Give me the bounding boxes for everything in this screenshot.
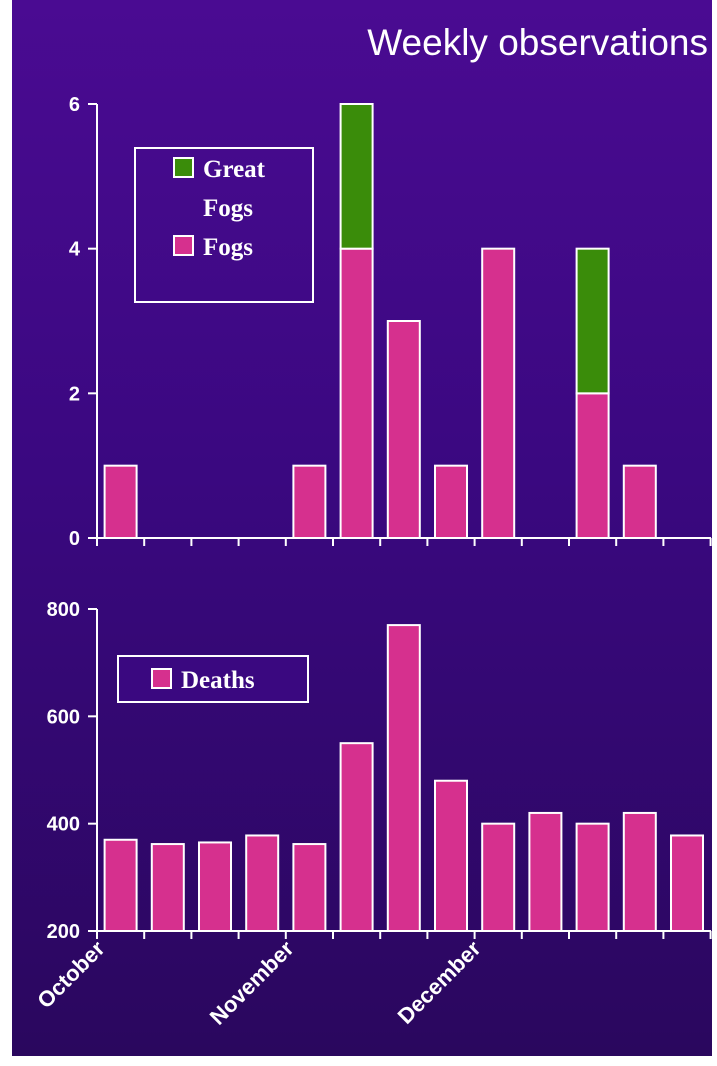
bottom-y-tick-label: 800: [47, 599, 80, 621]
top-y-tick-label: 4: [69, 239, 81, 261]
top-bar-fogs: [103, 464, 138, 539]
legend-swatch-great-fogs: [173, 157, 194, 178]
top-bar-fogs: [292, 464, 327, 539]
x-label-december: December: [393, 936, 486, 1029]
bottom-y-tick-label: 400: [47, 814, 80, 836]
legend-label-fogs: Fogs: [203, 234, 253, 261]
top-y-tick-label: 6: [69, 94, 80, 116]
bottom-bar-deaths: [575, 822, 610, 933]
bottom-bar-deaths: [245, 834, 280, 932]
bottom-bar-deaths: [198, 841, 232, 933]
x-label-november: November: [205, 936, 299, 1030]
top-bar-fogs: [339, 247, 374, 540]
top-bar-fogs: [481, 247, 516, 540]
top-y-tick-label: 0: [69, 528, 80, 550]
legend-swatch-fogs: [173, 235, 194, 256]
top-bar-great-fogs: [339, 103, 374, 250]
legend-label-great-fogs-1: Great: [203, 156, 266, 183]
bottom-bar-deaths: [528, 811, 563, 933]
bottom-bar-deaths: [339, 742, 374, 933]
bottom-bar-deaths: [434, 779, 468, 932]
legend-label-great-fogs-2: Fogs: [203, 195, 253, 222]
top-y-tick-label: 2: [69, 383, 80, 405]
top-legend: Great Fogs Fogs: [134, 147, 314, 303]
legend-swatch-deaths: [151, 668, 172, 689]
bottom-bar-deaths: [481, 822, 516, 933]
bottom-y-tick-label: 600: [47, 706, 80, 728]
legend-label-deaths: Deaths: [181, 667, 255, 694]
top-bar-great-fogs: [575, 247, 610, 395]
bottom-bar-deaths: [103, 838, 138, 932]
top-bar-fogs: [434, 464, 468, 539]
bottom-bar-deaths: [386, 624, 421, 932]
bottom-bar-deaths: [292, 843, 327, 932]
chart-title: Weekly observations: [367, 22, 708, 63]
bottom-bar-deaths: [150, 843, 185, 932]
x-label-october: October: [32, 936, 110, 1014]
bottom-bar-deaths: [622, 811, 657, 933]
bottom-legend: Deaths: [117, 655, 309, 703]
bottom-bar-deaths: [670, 834, 704, 932]
top-bar-fogs: [386, 320, 421, 539]
top-bar-fogs: [622, 464, 657, 539]
bottom-y-tick-label: 200: [47, 921, 80, 943]
top-legend-box: [134, 147, 314, 303]
bottom-legend-box: [117, 655, 309, 703]
top-bar-fogs: [575, 392, 610, 540]
